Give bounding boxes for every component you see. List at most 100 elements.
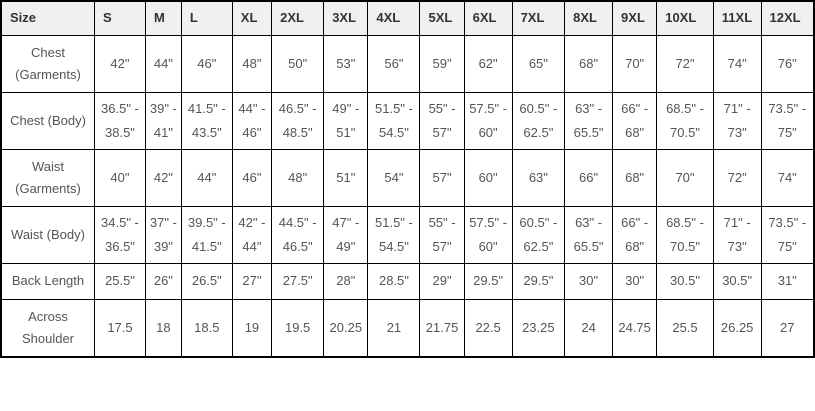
column-header: 7XL — [511, 0, 566, 36]
row-label: Back Length — [0, 263, 95, 300]
table-cell: 51.5" - 54.5" — [367, 92, 421, 151]
table-cell: 57.5" - 60" — [463, 206, 513, 265]
header-row: Size S M L XL 2XL 3XL 4XL 5XL 6XL 7XL 8XL 9XL 10XL 11X… — [0, 0, 815, 36]
table-cell: 25.5" — [94, 263, 146, 300]
table-cell: 18 — [144, 298, 182, 358]
size-chart-body: Chest (Garments) 42" 44" 46" 48" 50" 53" 56" 59"… — [0, 34, 815, 358]
table-cell: 42" — [144, 149, 182, 208]
table-row: Chest (Body) 36.5" - 38.5" 39" - 41" 41.5" … — [0, 92, 815, 151]
table-cell: 20.25 — [323, 298, 369, 358]
table-cell: 73.5" - 75" — [760, 92, 815, 151]
table-cell: 55" - 57" — [419, 206, 465, 265]
table-cell: 46" — [231, 149, 273, 208]
table-cell: 26.5" — [180, 263, 233, 300]
table-cell: 21 — [367, 298, 421, 358]
table-cell: 23.25 — [511, 298, 566, 358]
table-cell: 62" — [463, 34, 513, 94]
table-cell: 72" — [712, 149, 762, 208]
table-cell: 18.5 — [180, 298, 233, 358]
table-cell: 36.5" - 38.5" — [94, 92, 146, 151]
table-cell: 28.5" — [367, 263, 421, 300]
table-cell: 39" - 41" — [144, 92, 182, 151]
table-cell: 51.5" - 54.5" — [367, 206, 421, 265]
table-cell: 48" — [231, 34, 273, 94]
column-header: 2XL — [271, 0, 325, 36]
table-cell: 65" — [511, 34, 566, 94]
table-cell: 44" — [180, 149, 233, 208]
table-row: Chest (Garments) 42" 44" 46" 48" 50" 53" 56" 59"… — [0, 34, 815, 94]
size-chart-table: Size S M L XL 2XL 3XL 4XL 5XL 6XL 7XL 8XL 9XL 10XL 11X… — [0, 0, 815, 358]
table-cell: 29.5" — [463, 263, 513, 300]
table-row: Across Shoulder 17.5 18 18.5 19 19.5 20.25 21 21… — [0, 298, 815, 358]
table-cell: 24.75 — [612, 298, 658, 358]
table-row: Back Length 25.5" 26" 26.5" 27" 27.5" 28" 28.5"… — [0, 263, 815, 300]
table-cell: 60.5" - 62.5" — [511, 206, 566, 265]
table-cell: 55" - 57" — [419, 92, 465, 151]
table-cell: 37" - 39" — [144, 206, 182, 265]
table-cell: 63" - 65.5" — [564, 206, 614, 265]
table-cell: 51" — [323, 149, 369, 208]
table-cell: 30.5" — [712, 263, 762, 300]
table-cell: 73.5" - 75" — [760, 206, 815, 265]
column-header: 12XL — [760, 0, 815, 36]
table-cell: 27" — [231, 263, 273, 300]
column-header: 5XL — [419, 0, 465, 36]
table-cell: 41.5" - 43.5" — [180, 92, 233, 151]
row-label: Chest (Body) — [0, 92, 95, 151]
table-cell: 27 — [760, 298, 815, 358]
table-cell: 68" — [612, 149, 658, 208]
table-cell: 47" - 49" — [323, 206, 369, 265]
table-cell: 29.5" — [511, 263, 566, 300]
table-cell: 72" — [656, 34, 714, 94]
table-cell: 31" — [760, 263, 815, 300]
table-cell: 57" — [419, 149, 465, 208]
table-cell: 63" — [511, 149, 566, 208]
table-cell: 24 — [564, 298, 614, 358]
table-cell: 44" - 46" — [231, 92, 273, 151]
table-cell: 74" — [712, 34, 762, 94]
table-cell: 19 — [231, 298, 273, 358]
table-cell: 22.5 — [463, 298, 513, 358]
table-cell: 42" — [94, 34, 146, 94]
row-label: Waist (Garments) — [0, 149, 95, 208]
column-header: 8XL — [564, 0, 614, 36]
column-header-size: Size — [0, 0, 95, 36]
table-cell: 68.5" - 70.5" — [656, 92, 714, 151]
table-row: Waist (Garments) 40" 42" 44" 46" 48" 51" 54" 57"… — [0, 149, 815, 208]
row-label: Across Shoulder — [0, 298, 95, 358]
table-cell: 46" — [180, 34, 233, 94]
table-cell: 30" — [612, 263, 658, 300]
table-cell: 48" — [271, 149, 325, 208]
table-cell: 30" — [564, 263, 614, 300]
table-cell: 66" — [564, 149, 614, 208]
table-cell: 42" - 44" — [231, 206, 273, 265]
column-header: M — [144, 0, 182, 36]
row-label: Waist (Body) — [0, 206, 95, 265]
table-cell: 60.5" - 62.5" — [511, 92, 566, 151]
table-cell: 26.25 — [712, 298, 762, 358]
table-cell: 76" — [760, 34, 815, 94]
table-cell: 25.5 — [656, 298, 714, 358]
table-cell: 56" — [367, 34, 421, 94]
column-header: XL — [231, 0, 273, 36]
table-cell: 71" - 73" — [712, 92, 762, 151]
row-label: Chest (Garments) — [0, 34, 95, 94]
table-cell: 57.5" - 60" — [463, 92, 513, 151]
column-header: 9XL — [612, 0, 658, 36]
table-cell: 30.5" — [656, 263, 714, 300]
table-cell: 34.5" - 36.5" — [94, 206, 146, 265]
table-cell: 66" - 68" — [612, 206, 658, 265]
column-header: 11XL — [712, 0, 762, 36]
size-chart-container: Size S M L XL 2XL 3XL 4XL 5XL 6XL 7XL 8XL 9XL 10XL 11X… — [0, 0, 815, 358]
table-cell: 40" — [94, 149, 146, 208]
column-header: S — [94, 0, 146, 36]
table-cell: 53" — [323, 34, 369, 94]
table-cell: 59" — [419, 34, 465, 94]
column-header: 3XL — [323, 0, 369, 36]
table-cell: 19.5 — [271, 298, 325, 358]
table-cell: 70" — [612, 34, 658, 94]
table-cell: 66" - 68" — [612, 92, 658, 151]
table-row: Waist (Body) 34.5" - 36.5" 37" - 39" 39.5" … — [0, 206, 815, 265]
table-cell: 68" — [564, 34, 614, 94]
table-cell: 49" - 51" — [323, 92, 369, 151]
